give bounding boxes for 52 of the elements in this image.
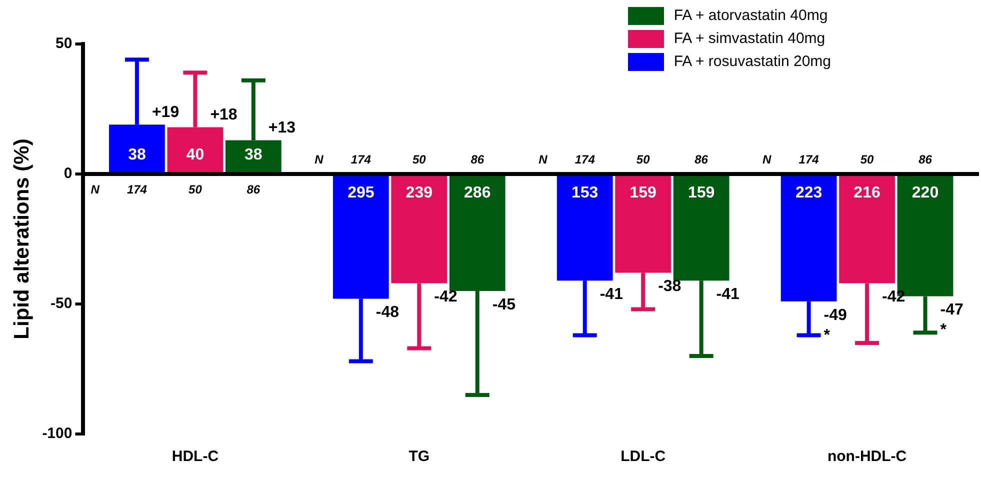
annotation: N	[762, 152, 772, 166]
y-tick-label: -100	[42, 425, 72, 442]
x-tick-label: non-HDL-C	[827, 448, 907, 466]
annotation: 216	[854, 184, 880, 202]
y-axis-title: Lipid alterations (%)	[10, 138, 34, 340]
annotation: 286	[464, 184, 491, 202]
annotation: 50	[636, 152, 650, 166]
annotation: 153	[572, 184, 598, 202]
annotation: 239	[406, 184, 433, 202]
annotation: 159	[630, 184, 657, 202]
data-label: -41	[716, 286, 740, 304]
data-label: +19	[152, 104, 180, 122]
data-label: -45	[492, 296, 516, 314]
annotation: 86	[918, 152, 932, 166]
data-label: -41	[600, 286, 624, 304]
legend-label: FA + simvastatin 40mg	[674, 30, 826, 47]
annotation: N	[90, 182, 100, 196]
annotation: 174	[350, 152, 372, 166]
x-tick-label: TG	[408, 448, 430, 466]
annotation: N	[538, 152, 548, 166]
data-label: +13	[268, 120, 296, 137]
annotation: 220	[912, 184, 939, 202]
annotation: 40	[186, 146, 204, 164]
data-label: -49 *	[824, 306, 848, 344]
annotation: 50	[412, 152, 426, 166]
legend-label: FA + rosuvastatin 20mg	[674, 53, 831, 70]
annotation: 223	[795, 184, 822, 202]
y-tick-label: -50	[50, 295, 72, 312]
data-label: -42	[882, 288, 906, 306]
data-label: -38	[658, 278, 682, 296]
x-tick-label: LDL-C	[620, 448, 666, 466]
annotation: 38	[128, 146, 146, 164]
data-label: -42	[434, 288, 458, 306]
data-label: -47 *	[940, 302, 964, 339]
annotation: 86	[246, 182, 260, 196]
annotation: 50	[860, 152, 874, 166]
annotation: 86	[470, 152, 484, 166]
annotation: 295	[348, 184, 374, 202]
data-label: +18	[210, 106, 238, 124]
y-tick-label: 50	[56, 35, 72, 52]
legend-label: FA + atorvastatin 40mg	[674, 7, 828, 24]
annotation: 38	[244, 146, 262, 164]
annotation: 174	[126, 182, 148, 196]
data-label: -48	[376, 304, 400, 322]
y-tick-label: 0	[64, 165, 72, 182]
annotation: N	[314, 152, 324, 166]
annotation: 50	[188, 182, 202, 196]
annotation: 174	[574, 152, 596, 166]
annotation: 174	[798, 152, 820, 166]
x-tick-label: HDL-C	[172, 448, 219, 466]
annotation: 86	[694, 152, 708, 166]
annotation: 159	[688, 184, 715, 202]
